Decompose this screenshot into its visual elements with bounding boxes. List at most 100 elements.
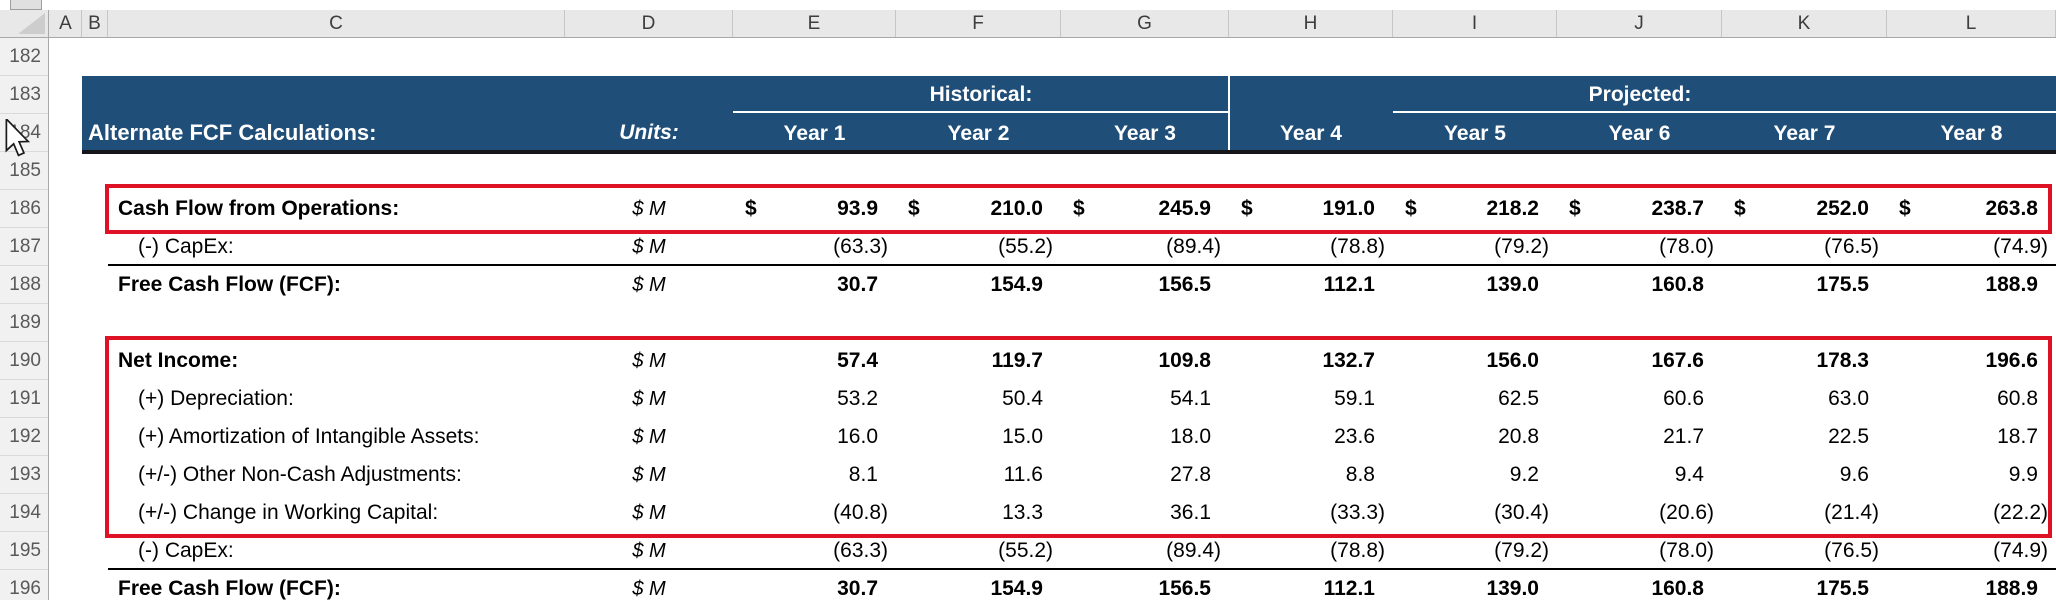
cell-I187[interactable]: (79.2) [1494,235,1549,258]
year-header-5[interactable]: Year 5 [1444,122,1506,145]
row-units-190[interactable]: $ M [632,350,666,372]
row-header-182[interactable]: 182 [0,38,48,76]
cell-E192[interactable]: 16.0 [837,425,878,448]
row-header-195[interactable]: 195 [0,532,48,570]
year-header-2[interactable]: Year 2 [947,122,1010,145]
cell-E187[interactable]: (63.3) [833,235,888,258]
cell-H192[interactable]: 23.6 [1334,425,1375,448]
cell-L194[interactable]: (22.2) [1993,501,2048,524]
cell-I196[interactable]: 139.0 [1486,577,1539,600]
cell-I186[interactable]: 218.2 [1486,197,1539,220]
row-label-195[interactable]: (-) CapEx: [138,539,234,562]
cell-L193[interactable]: 9.9 [2008,463,2038,486]
cell-H193[interactable]: 8.8 [1345,463,1375,486]
cell-E196[interactable]: 30.7 [837,577,878,600]
row-units-195[interactable]: $ M [632,540,666,562]
cell-G195[interactable]: (89.4) [1166,539,1221,562]
cell-K195[interactable]: (76.5) [1824,539,1879,562]
column-header-L[interactable]: L [1887,10,2056,37]
year-header-8[interactable]: Year 8 [1940,122,2003,145]
cell-I193[interactable]: 9.2 [1509,463,1539,486]
row-units-196[interactable]: $ M [632,578,666,600]
row-label-196[interactable]: Free Cash Flow (FCF): [118,577,341,600]
cell-J196[interactable]: 160.8 [1651,577,1704,600]
projected-section-header[interactable]: Projected: [1588,83,1692,106]
row-header-189[interactable]: 189 [0,304,48,342]
select-all-button[interactable] [0,10,49,38]
row-header-188[interactable]: 188 [0,266,48,304]
cell-L192[interactable]: 18.7 [1997,425,2038,448]
column-header-H[interactable]: H [1229,10,1393,37]
cell-K187[interactable]: (76.5) [1824,235,1879,258]
row-units-192[interactable]: $ M [632,426,666,448]
row-label-186[interactable]: Cash Flow from Operations: [118,197,400,220]
cell-F194[interactable]: 13.3 [1002,501,1043,524]
cell-E190[interactable]: 57.4 [837,349,878,372]
cell-H188[interactable]: 112.1 [1323,273,1375,296]
row-label-187[interactable]: (-) CapEx: [138,235,234,258]
year-header-3[interactable]: Year 3 [1114,122,1176,145]
row-header-183[interactable]: 183 [0,76,48,114]
row-label-188[interactable]: Free Cash Flow (FCF): [118,273,341,296]
cell-J186[interactable]: 238.7 [1651,197,1704,220]
cell-I190[interactable]: 156.0 [1486,349,1539,372]
column-header-C[interactable]: C [108,10,565,37]
row-units-191[interactable]: $ M [632,388,666,410]
cell-E186[interactable]: 93.9 [837,197,878,220]
cell-G190[interactable]: 109.8 [1158,349,1211,372]
cell-G187[interactable]: (89.4) [1166,235,1221,258]
cell-J187[interactable]: (78.0) [1659,235,1714,258]
cell-K192[interactable]: 22.5 [1828,425,1869,448]
cell-L187[interactable]: (74.9) [1993,235,2048,258]
cell-L190[interactable]: 196.6 [1985,349,2038,372]
cell-G194[interactable]: 36.1 [1170,501,1211,524]
row-label-191[interactable]: (+) Depreciation: [138,387,294,410]
cell-E195[interactable]: (63.3) [833,539,888,562]
cell-H186[interactable]: 191.0 [1322,197,1375,220]
cell-G192[interactable]: 18.0 [1170,425,1211,448]
cell-J195[interactable]: (78.0) [1659,539,1714,562]
row-header-192[interactable]: 192 [0,418,48,456]
row-label-192[interactable]: (+) Amortization of Intangible Assets: [138,425,480,448]
cell-L188[interactable]: 188.9 [1985,273,2038,296]
cell-E193[interactable]: 8.1 [848,463,878,486]
cell-H194[interactable]: (33.3) [1330,501,1385,524]
cell-H195[interactable]: (78.8) [1330,539,1385,562]
row-units-193[interactable]: $ M [632,464,666,486]
row-header-191[interactable]: 191 [0,380,48,418]
row-header-186[interactable]: 186 [0,190,48,228]
cell-I192[interactable]: 20.8 [1498,425,1539,448]
cell-G193[interactable]: 27.8 [1170,463,1211,486]
cell-J193[interactable]: 9.4 [1674,463,1704,486]
column-header-A[interactable]: A [50,10,82,37]
cell-F186[interactable]: 210.0 [990,197,1043,220]
row-units-186[interactable]: $ M [632,198,666,220]
cell-G186[interactable]: 245.9 [1158,197,1211,220]
cell-H190[interactable]: 132.7 [1322,349,1375,372]
year-header-4[interactable]: Year 4 [1280,122,1342,145]
column-header-G[interactable]: G [1061,10,1229,37]
cell-F187[interactable]: (55.2) [998,235,1053,258]
row-units-188[interactable]: $ M [632,274,666,296]
cell-G191[interactable]: 54.1 [1170,387,1211,410]
row-header-187[interactable]: 187 [0,228,48,266]
cell-E194[interactable]: (40.8) [833,501,888,524]
cell-K190[interactable]: 178.3 [1816,349,1869,372]
cell-J190[interactable]: 167.6 [1651,349,1704,372]
row-label-194[interactable]: (+/-) Change in Working Capital: [138,501,439,524]
cell-F193[interactable]: 11.6 [1003,463,1043,486]
cell-G188[interactable]: 156.5 [1158,273,1211,296]
column-header-I[interactable]: I [1393,10,1557,37]
cell-J192[interactable]: 21.7 [1663,425,1704,448]
cell-K191[interactable]: 63.0 [1828,387,1869,410]
table-title[interactable]: Alternate FCF Calculations: [88,120,377,145]
cell-F196[interactable]: 154.9 [990,577,1043,600]
cell-L191[interactable]: 60.8 [1997,387,2038,410]
row-units-194[interactable]: $ M [632,502,666,524]
cell-F195[interactable]: (55.2) [998,539,1053,562]
cell-K188[interactable]: 175.5 [1816,273,1869,296]
row-header-194[interactable]: 194 [0,494,48,532]
column-header-D[interactable]: D [565,10,733,37]
cell-F192[interactable]: 15.0 [1002,425,1043,448]
year-header-7[interactable]: Year 7 [1773,122,1836,145]
